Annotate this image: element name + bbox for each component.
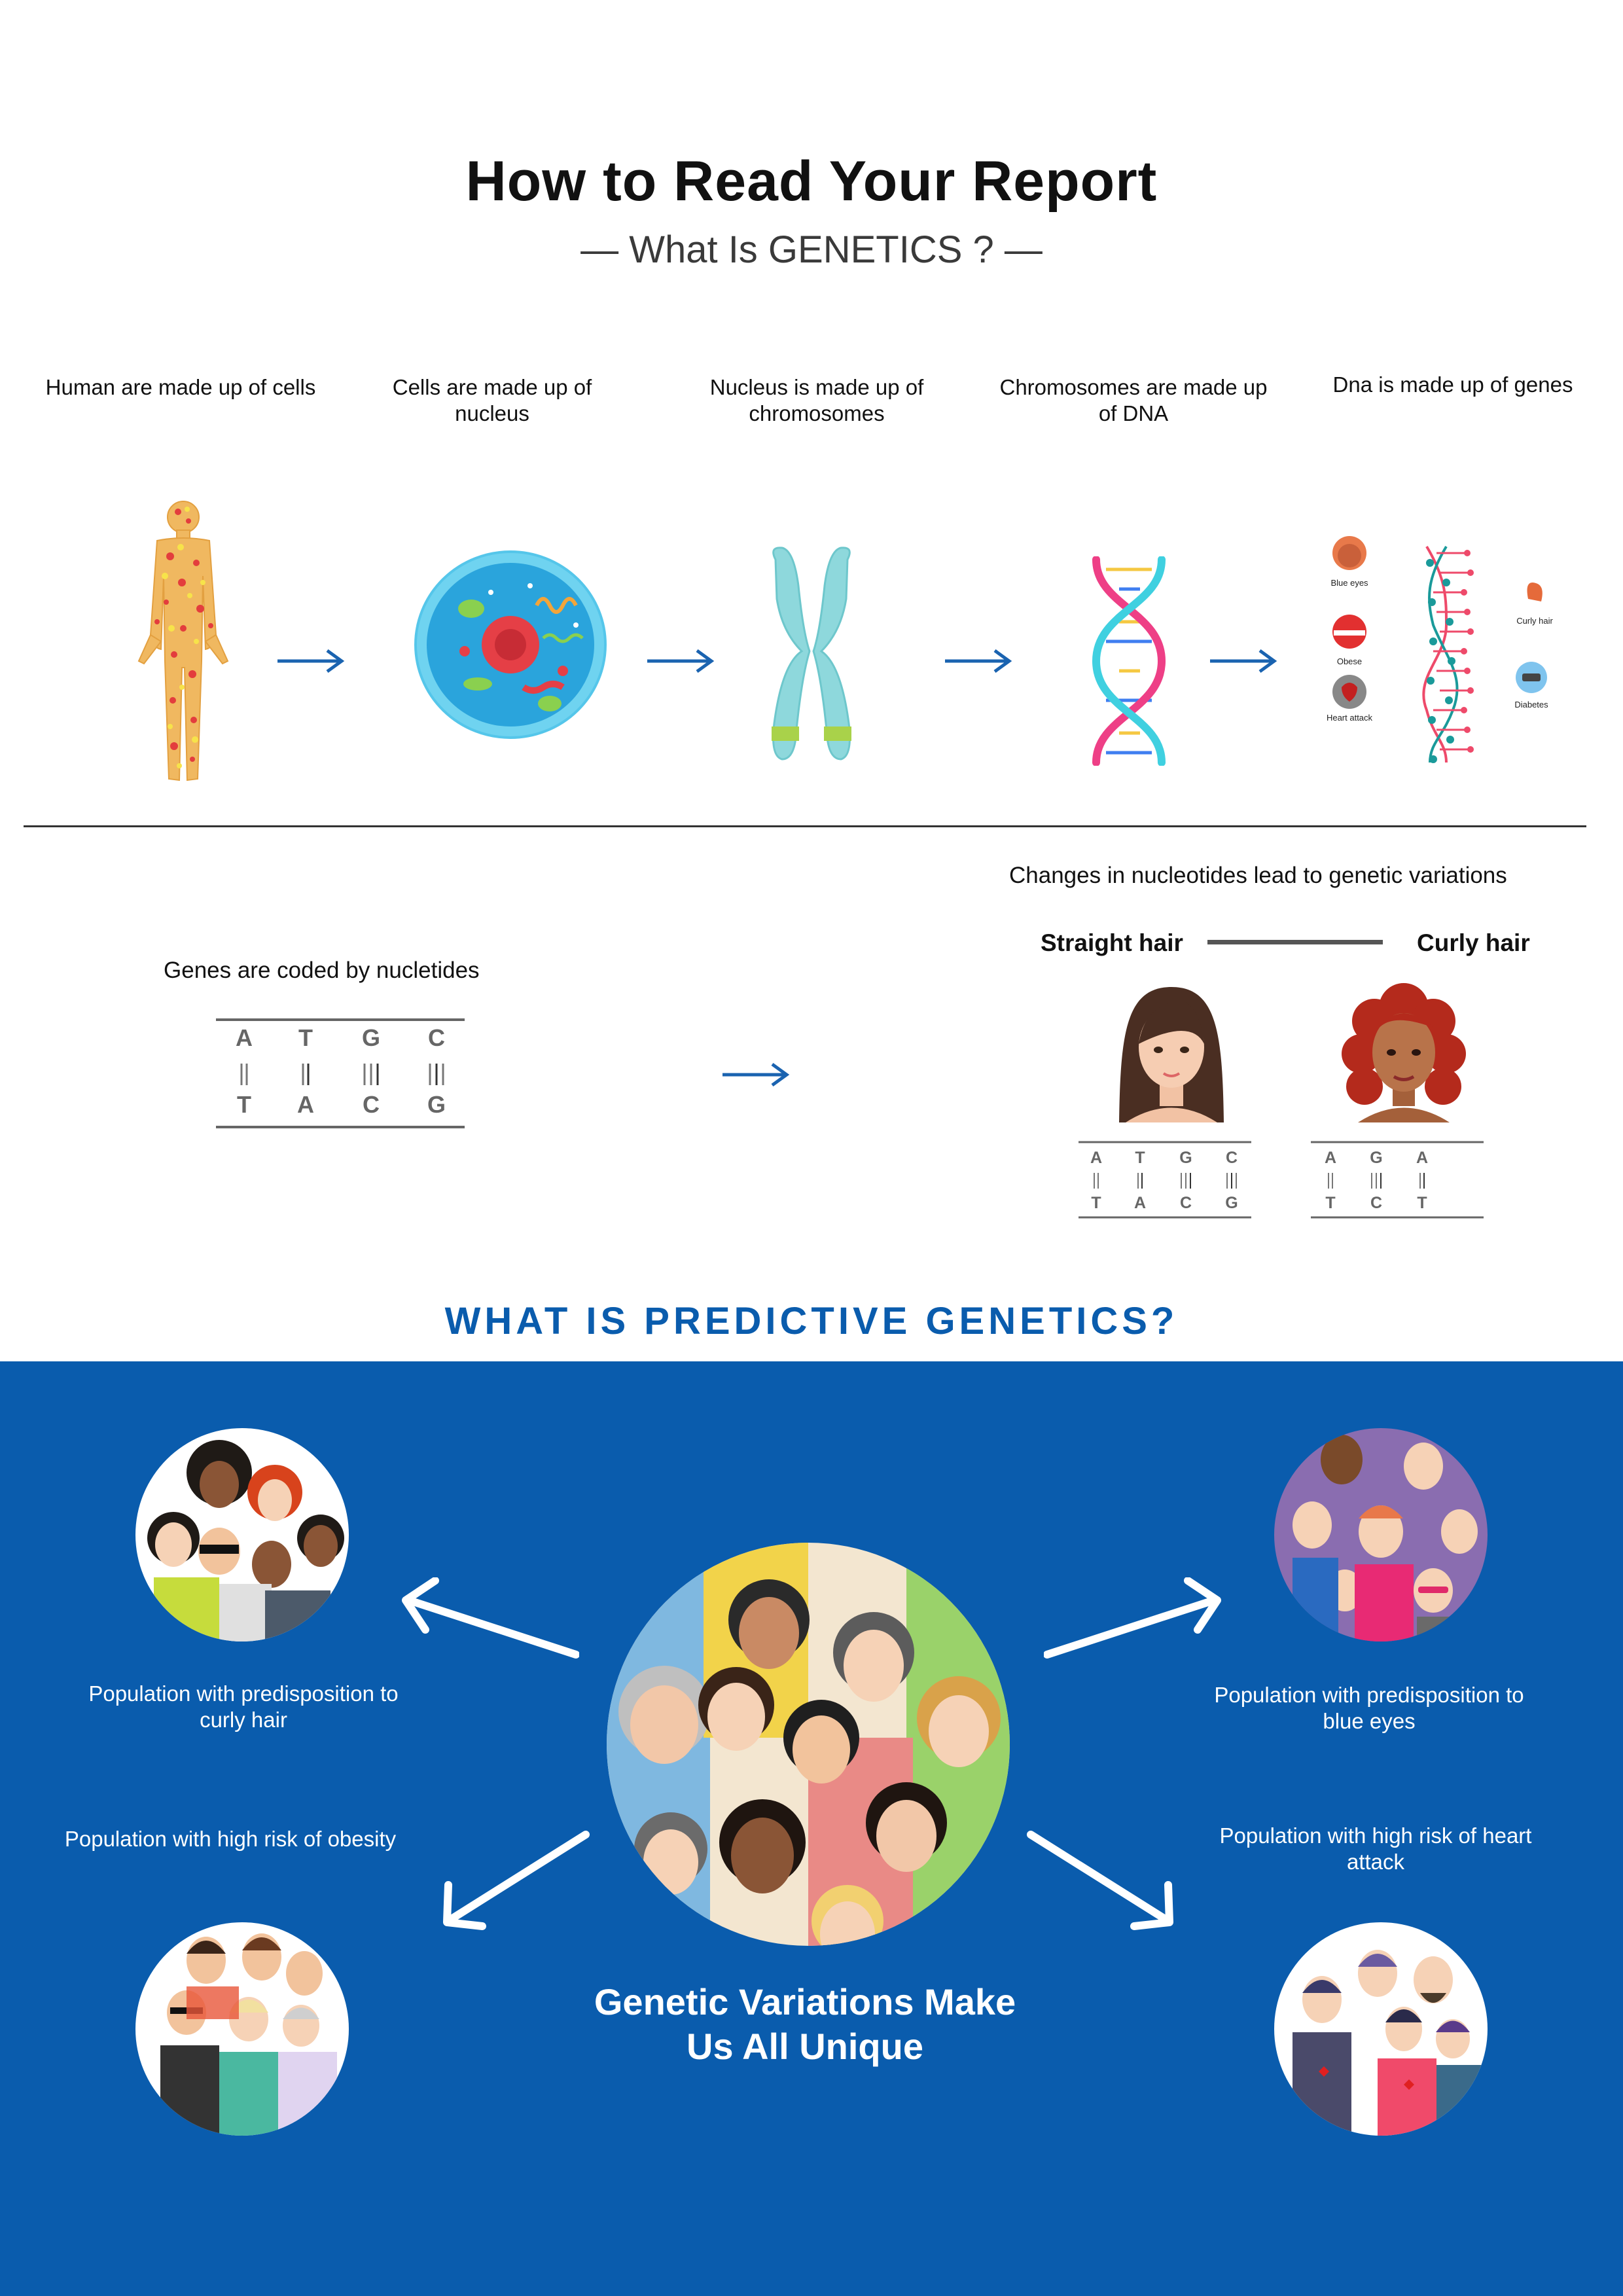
trait-label-curly-hair: Curly hair xyxy=(1516,616,1553,626)
curly-hair-population-label: Population with predisposition to curly … xyxy=(88,1681,399,1732)
nucleotide-top: G xyxy=(362,1024,380,1051)
trait-label-blue-eyes: Blue eyes xyxy=(1330,578,1368,588)
arrow-up-left-icon xyxy=(402,1577,579,1659)
arrow-right-icon xyxy=(1210,649,1277,673)
nucleotide-top: A xyxy=(1325,1149,1336,1167)
nucleotide-top: A xyxy=(1090,1149,1102,1167)
cell-icon xyxy=(414,550,607,739)
nucleotide-top: C xyxy=(1226,1149,1238,1167)
nucleotide-top: C xyxy=(428,1024,445,1051)
trait-label-diabetes: Diabetes xyxy=(1514,700,1548,709)
page-subtitle: — What Is GENETICS ? — xyxy=(580,228,1043,271)
nucleotide-bottom: T xyxy=(1417,1194,1427,1212)
variation-scale-line xyxy=(1207,940,1383,944)
nucleotide-bottom: C xyxy=(1370,1194,1382,1212)
genes-icon: Blue eyes Obese Heart attack Curly hair … xyxy=(1327,536,1553,763)
trait-label-obese: Obese xyxy=(1337,656,1362,666)
unique-tagline: Genetic Variations Make Us All Unique xyxy=(594,1981,1016,2067)
human-body-icon xyxy=(137,501,229,781)
straight-hair-label: Straight hair xyxy=(1041,929,1183,956)
heart-attack-group-icon xyxy=(1274,1922,1488,2136)
nucleotide-bottom: A xyxy=(1134,1194,1146,1212)
trait-label-heart-attack: Heart attack xyxy=(1327,713,1373,723)
nucleotide-bottom: C xyxy=(1180,1194,1192,1212)
nucleotide-bottom: T xyxy=(1091,1194,1101,1212)
nucleotide-top: T xyxy=(1135,1149,1145,1167)
straight-hair-face-icon xyxy=(1119,987,1224,1122)
page-title: How to Read Your Report xyxy=(465,150,1158,213)
arrow-right-icon xyxy=(945,649,1012,673)
crowd-illustration xyxy=(607,1543,1010,1946)
blue-eyes-group-icon xyxy=(1274,1428,1488,1641)
step-label-cells: Cells are made up of nucleus xyxy=(392,375,592,425)
nucleotide-bottom: T xyxy=(237,1091,251,1118)
nucleotide-bottom: A xyxy=(297,1091,314,1118)
arrow-up-right-icon xyxy=(1044,1577,1221,1659)
arrow-down-right-icon xyxy=(1027,1831,1173,1930)
chromosome-icon xyxy=(772,547,851,761)
curly-hair-label: Curly hair xyxy=(1417,929,1530,956)
arrow-right-icon xyxy=(277,649,345,673)
nucleotide-top: T xyxy=(298,1024,313,1051)
straight-nucleotide-diagram: A T G C T A C G xyxy=(1079,1141,1251,1219)
step-label-human: Human are made up of cells xyxy=(45,375,316,399)
nucleotide-top: G xyxy=(1370,1149,1382,1167)
step-label-nucleus: Nucleus is made up of chromosomes xyxy=(709,375,924,425)
nucleotide-top: A xyxy=(236,1024,253,1051)
nucleotide-top: G xyxy=(1179,1149,1192,1167)
nucleotide-bottom: C xyxy=(363,1091,380,1118)
obesity-population-label: Population with high risk of obesity xyxy=(64,1827,397,1851)
arrow-right-icon xyxy=(647,649,715,673)
nucleotides-label: Genes are coded by nucletides xyxy=(164,958,480,983)
arrow-right-icon xyxy=(722,1062,790,1087)
nucleotide-bottom: G xyxy=(1225,1194,1238,1212)
nucleotide-bottom: T xyxy=(1325,1194,1335,1212)
curly-nucleotide-diagram: A G A T C T xyxy=(1311,1141,1484,1219)
arrow-down-left-icon xyxy=(443,1831,590,1930)
section-divider xyxy=(24,825,1586,827)
heart-attack-population-label: Population with high risk of heart attac… xyxy=(1219,1823,1532,1874)
variations-heading: Changes in nucleotides lead to genetic v… xyxy=(1009,863,1507,888)
curly-hair-face-icon xyxy=(1342,983,1466,1122)
step-label-chromosomes: Chromosomes are made up of DNA xyxy=(999,375,1268,425)
nucleotide-pair-diagram: A T G C T A C G xyxy=(216,1018,465,1128)
nucleotide-bottom: G xyxy=(427,1091,446,1118)
nucleotide-top: A xyxy=(1416,1149,1428,1167)
dna-helix-icon xyxy=(1092,556,1166,766)
blue-eyes-population-label: Population with predisposition to blue e… xyxy=(1214,1683,1524,1733)
predictive-heading: WHAT IS PREDICTIVE GENETICS? xyxy=(444,1300,1179,1342)
curly-hair-group-icon xyxy=(135,1428,349,1641)
step-label-dna: Dna is made up of genes xyxy=(1332,372,1573,397)
obesity-group-icon xyxy=(135,1922,349,2136)
